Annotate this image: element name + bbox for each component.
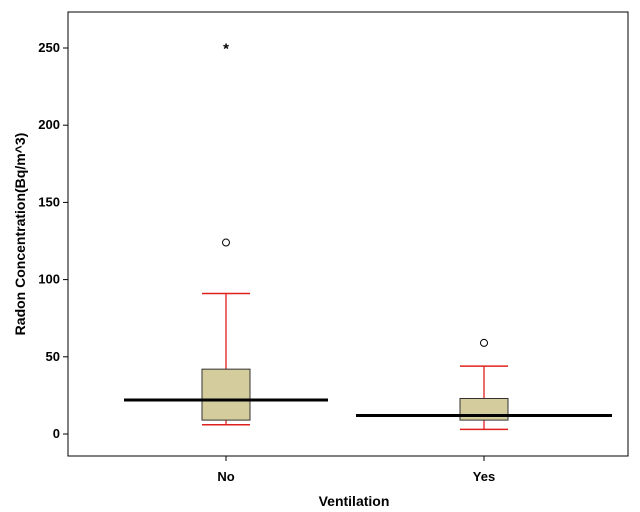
box-no: * [124, 40, 328, 426]
x-tick-label-no: No [217, 469, 234, 484]
x-axis: No Yes [217, 456, 495, 484]
outlier-yes-0 [480, 338, 488, 347]
y-tick-label-250: 250 [38, 40, 60, 55]
box-yes [356, 338, 612, 431]
x-tick-label-yes: Yes [473, 469, 495, 484]
x-axis-title: Ventilation [319, 493, 390, 509]
y-tick-label-150: 150 [38, 194, 60, 209]
y-axis-title: Radon Concentration(Bq/m^3) [12, 133, 28, 336]
y-tick-label-100: 100 [38, 272, 60, 287]
y-tick-label-200: 200 [38, 117, 60, 132]
y-tick-label-0: 0 [53, 426, 60, 441]
boxes: * [124, 40, 612, 431]
outlier-no-0 [222, 238, 230, 247]
box-iqr-no [201, 368, 251, 421]
plot-frame [67, 11, 629, 457]
y-axis: 0 50 100 150 200 250 [38, 40, 68, 441]
y-tick-label-50: 50 [46, 349, 60, 364]
extreme-no-0: * [223, 40, 229, 57]
